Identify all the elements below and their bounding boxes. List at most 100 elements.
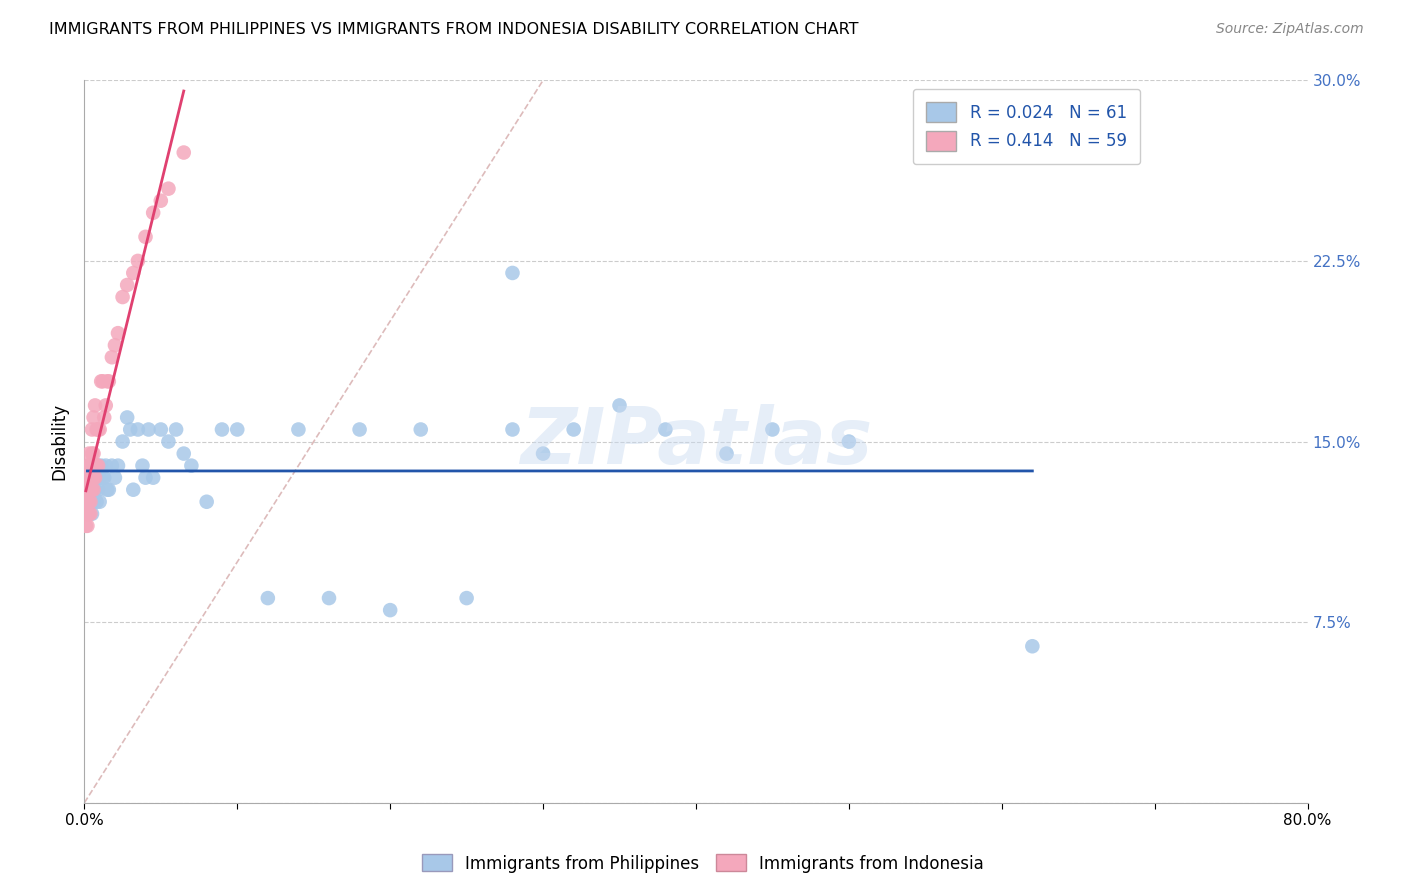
Point — [716, 446, 738, 460]
Text: Source: ZipAtlas.com: Source: ZipAtlas.com — [1216, 22, 1364, 37]
Point — [79, 470, 101, 484]
Point — [75, 483, 97, 497]
Point — [79, 470, 101, 484]
Legend: R = 0.024   N = 61, R = 0.414   N = 59: R = 0.024 N = 61, R = 0.414 N = 59 — [912, 88, 1140, 164]
Point — [86, 470, 108, 484]
Point — [502, 422, 524, 436]
Point — [86, 422, 108, 436]
Point — [93, 470, 115, 484]
Point — [76, 507, 98, 521]
Point — [76, 470, 98, 484]
Point — [83, 494, 105, 508]
Point — [97, 483, 120, 497]
Point — [80, 470, 103, 484]
Point — [77, 446, 100, 460]
Text: IMMIGRANTS FROM PHILIPPINES VS IMMIGRANTS FROM INDONESIA DISABILITY CORRELATION : IMMIGRANTS FROM PHILIPPINES VS IMMIGRANT… — [49, 22, 859, 37]
Point — [111, 434, 134, 449]
Point — [122, 266, 145, 280]
Point — [89, 494, 111, 508]
Point — [80, 458, 103, 473]
Point — [84, 483, 107, 497]
Point — [96, 374, 118, 388]
Point — [83, 470, 105, 484]
Point — [84, 398, 107, 412]
Point — [180, 458, 202, 473]
Point — [562, 422, 585, 436]
Point — [104, 338, 127, 352]
Point — [77, 458, 100, 473]
Point — [80, 483, 103, 497]
Point — [609, 398, 631, 412]
Legend: Immigrants from Philippines, Immigrants from Indonesia: Immigrants from Philippines, Immigrants … — [415, 847, 991, 880]
Point — [115, 410, 138, 425]
Point — [77, 494, 100, 508]
Point — [79, 483, 101, 497]
Point — [122, 483, 145, 497]
Point — [90, 374, 112, 388]
Point — [149, 422, 172, 436]
Point — [318, 591, 340, 605]
Point — [77, 470, 100, 484]
Point — [101, 350, 124, 364]
Point — [93, 410, 115, 425]
Point — [91, 470, 114, 484]
Point — [838, 434, 860, 449]
Point — [138, 422, 160, 436]
Point — [120, 422, 142, 436]
Point — [257, 591, 280, 605]
Point — [409, 422, 432, 436]
Point — [75, 470, 97, 484]
Point — [77, 470, 100, 484]
Point — [79, 470, 101, 484]
Point — [76, 494, 98, 508]
Point — [107, 458, 129, 473]
Point — [131, 458, 153, 473]
Point — [135, 230, 157, 244]
Point — [76, 470, 98, 484]
Point — [97, 374, 120, 388]
Point — [84, 458, 107, 473]
Point — [80, 458, 103, 473]
Point — [76, 518, 98, 533]
Point — [104, 470, 127, 484]
Point — [87, 458, 110, 473]
Point — [654, 422, 676, 436]
Point — [349, 422, 371, 436]
Point — [211, 422, 233, 436]
Point — [83, 410, 105, 425]
Point — [173, 145, 195, 160]
Point — [77, 494, 100, 508]
Point — [77, 483, 100, 497]
Point — [83, 470, 105, 484]
Text: ZIPatlas: ZIPatlas — [520, 403, 872, 480]
Point — [89, 470, 111, 484]
Point — [94, 398, 117, 412]
Point — [80, 446, 103, 460]
Point — [157, 181, 180, 195]
Point — [165, 422, 187, 436]
Point — [79, 483, 101, 497]
Point — [90, 458, 112, 473]
Point — [96, 483, 118, 497]
Point — [101, 458, 124, 473]
Point — [86, 494, 108, 508]
Point — [142, 470, 165, 484]
Point — [75, 518, 97, 533]
Point — [287, 422, 309, 436]
Point — [94, 458, 117, 473]
Point — [173, 446, 195, 460]
Point — [89, 422, 111, 436]
Point — [75, 507, 97, 521]
Point — [79, 458, 101, 473]
Point — [226, 422, 249, 436]
Point — [127, 253, 149, 268]
Point — [149, 194, 172, 208]
Point — [502, 266, 524, 280]
Y-axis label: Disability: Disability — [51, 403, 69, 480]
Point — [84, 458, 107, 473]
Point — [127, 422, 149, 436]
Point — [157, 434, 180, 449]
Point — [76, 483, 98, 497]
Point — [83, 483, 105, 497]
Point — [76, 458, 98, 473]
